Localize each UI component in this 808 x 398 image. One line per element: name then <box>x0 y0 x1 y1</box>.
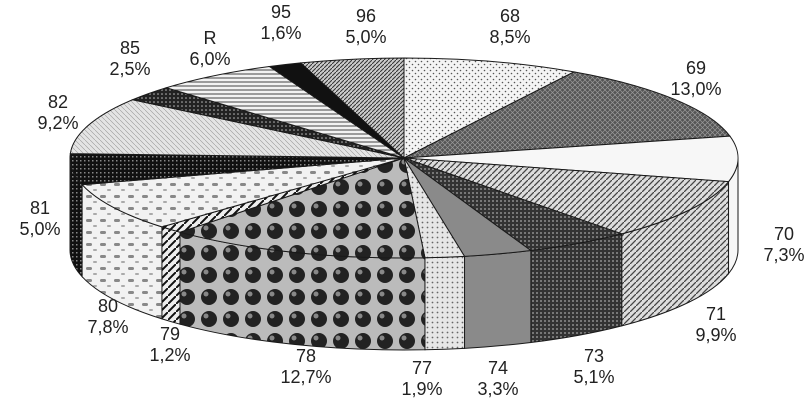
slice-labels: 688,5%6913,0%707,3%719,9%735,1%743,3%771… <box>19 2 804 398</box>
slice-side-77 <box>424 255 466 351</box>
slice-label-pct-77: 1,9% <box>401 379 442 398</box>
slice-label-name-85: 85 <box>120 38 140 58</box>
slice-label-pct-70: 7,3% <box>763 245 804 265</box>
slice-70 <box>403 135 739 183</box>
slice-label-pct-69: 13,0% <box>670 79 721 99</box>
slice-label-pct-96: 5,0% <box>345 27 386 47</box>
slice-label-pct-95: 1,6% <box>260 23 301 43</box>
slice-label-name-82: 82 <box>48 92 68 112</box>
slice-label-pct-71: 9,9% <box>695 325 736 345</box>
slice-label-name-78: 78 <box>296 346 316 366</box>
slice-label-name-74: 74 <box>488 358 508 378</box>
slice-label-pct-R: 6,0% <box>189 49 230 69</box>
slice-label-pct-80: 7,8% <box>87 317 128 337</box>
slice-side-73 <box>530 233 623 344</box>
slice-label-pct-73: 5,1% <box>573 367 614 387</box>
slice-label-name-68: 68 <box>500 6 520 26</box>
slice-R <box>164 65 405 159</box>
slice-label-pct-74: 3,3% <box>477 379 518 398</box>
slice-label-name-79: 79 <box>160 324 180 344</box>
pie-top-faces <box>69 57 739 259</box>
slice-label-pct-81: 5,0% <box>19 219 60 239</box>
slice-78 <box>178 157 426 259</box>
slice-side-74 <box>464 249 532 349</box>
slice-label-name-70: 70 <box>774 224 794 244</box>
slice-label-name-73: 73 <box>584 346 604 366</box>
slice-68 <box>403 57 576 159</box>
slice-69 <box>403 71 731 159</box>
slice-side-79 <box>161 226 181 325</box>
slice-label-pct-78: 12,7% <box>280 367 331 387</box>
slice-label-name-R: R <box>204 28 217 48</box>
slice-label-name-81: 81 <box>30 198 50 218</box>
pie-side-walls <box>69 157 739 351</box>
slice-71 <box>403 157 730 235</box>
slice-label-name-77: 77 <box>412 358 432 378</box>
slice-label-pct-79: 1,2% <box>149 345 190 365</box>
slice-label-pct-82: 9,2% <box>37 113 78 133</box>
slice-label-name-95: 95 <box>271 2 291 22</box>
slice-80 <box>81 157 405 228</box>
slice-label-name-71: 71 <box>706 304 726 324</box>
slice-label-name-69: 69 <box>686 58 706 78</box>
slice-label-pct-85: 2,5% <box>109 59 150 79</box>
slice-82 <box>69 99 405 159</box>
slice-96 <box>299 57 405 160</box>
slice-label-name-80: 80 <box>98 296 118 316</box>
slice-label-name-96: 96 <box>356 6 376 26</box>
slice-label-pct-68: 8,5% <box>489 27 530 47</box>
